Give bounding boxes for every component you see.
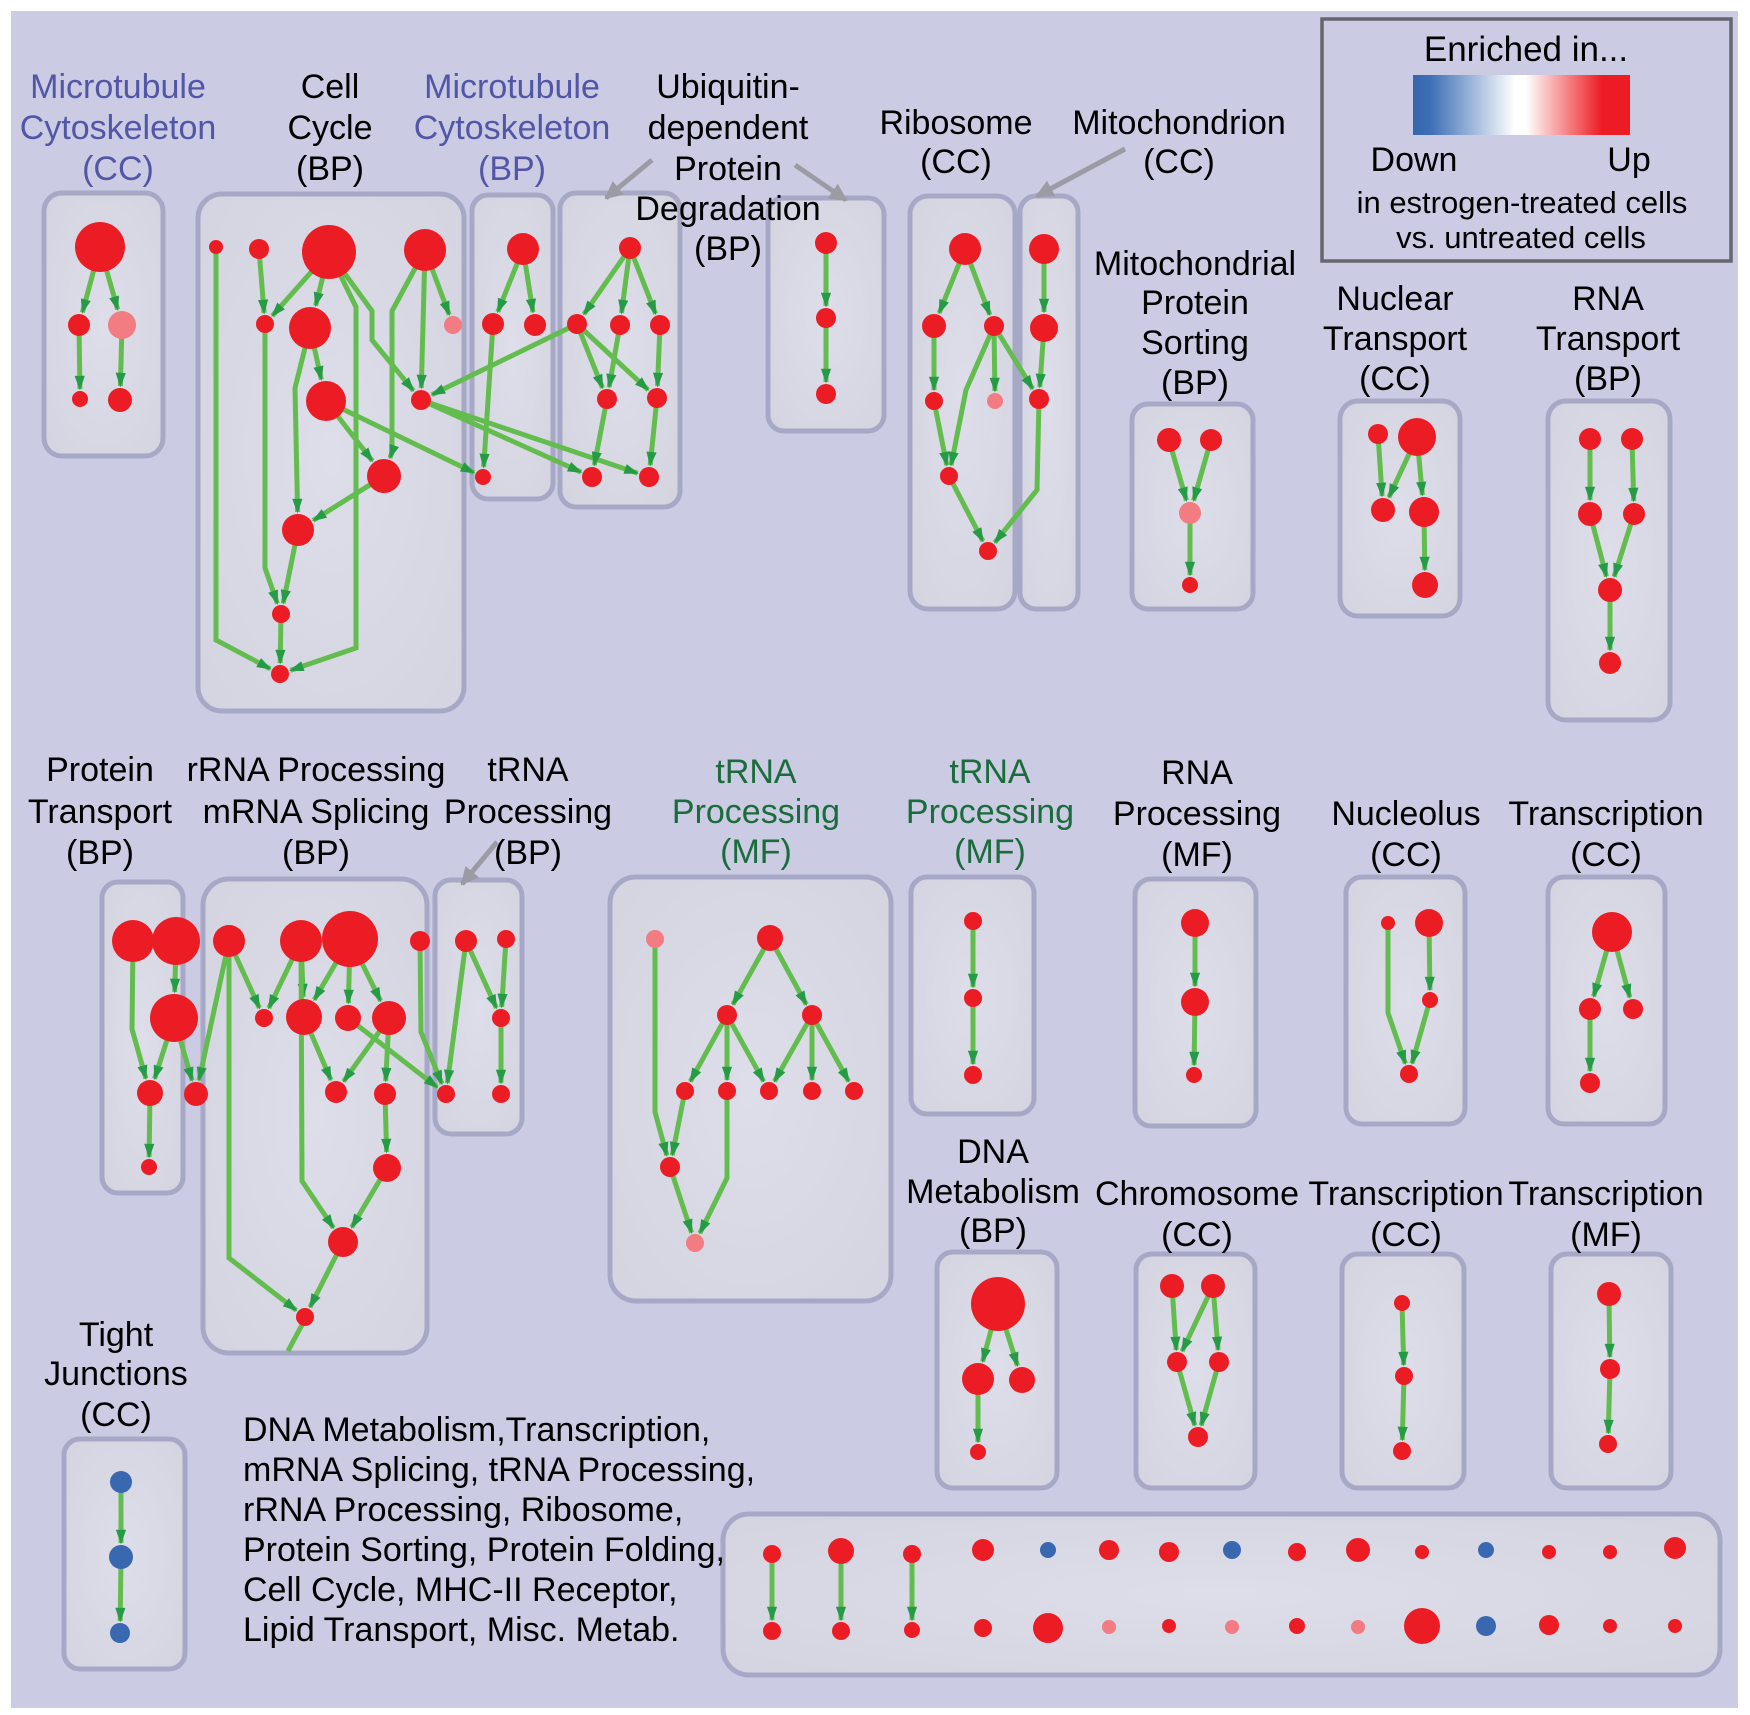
svg-text:Processing: Processing bbox=[1113, 795, 1281, 833]
svg-text:dependent: dependent bbox=[648, 109, 809, 147]
svg-text:Nuclear: Nuclear bbox=[1336, 280, 1453, 318]
svg-text:Transcription: Transcription bbox=[1508, 795, 1703, 833]
svg-text:Transcription: Transcription bbox=[1508, 1175, 1703, 1213]
svg-text:(CC): (CC) bbox=[1370, 1216, 1442, 1254]
svg-text:(CC): (CC) bbox=[920, 143, 992, 181]
svg-text:Mitochondrion: Mitochondrion bbox=[1072, 104, 1286, 142]
svg-text:(BP): (BP) bbox=[494, 834, 562, 872]
svg-text:Mitochondrial: Mitochondrial bbox=[1094, 245, 1296, 283]
svg-text:Up: Up bbox=[1607, 141, 1650, 179]
svg-text:Cell Cycle, MHC-II Receptor,: Cell Cycle, MHC-II Receptor, bbox=[243, 1571, 678, 1609]
svg-text:(CC): (CC) bbox=[1161, 1216, 1233, 1254]
svg-text:rRNA Processing: rRNA Processing bbox=[187, 751, 446, 789]
svg-text:Transport: Transport bbox=[28, 793, 173, 831]
svg-text:Chromosome: Chromosome bbox=[1095, 1175, 1299, 1213]
svg-text:Nucleolus: Nucleolus bbox=[1331, 795, 1480, 833]
svg-text:(CC): (CC) bbox=[1143, 143, 1215, 181]
svg-text:Junctions: Junctions bbox=[44, 1355, 188, 1393]
svg-text:rRNA Processing, Ribosome,: rRNA Processing, Ribosome, bbox=[243, 1491, 683, 1529]
svg-text:Protein: Protein bbox=[674, 150, 782, 188]
svg-text:Down: Down bbox=[1371, 141, 1458, 179]
svg-text:Lipid Transport, Misc. Metab.: Lipid Transport, Misc. Metab. bbox=[243, 1611, 680, 1649]
svg-text:Cytoskeleton: Cytoskeleton bbox=[20, 109, 217, 147]
svg-text:(BP): (BP) bbox=[66, 834, 134, 872]
svg-text:(CC): (CC) bbox=[1370, 836, 1442, 874]
svg-text:Transcription: Transcription bbox=[1308, 1175, 1503, 1213]
svg-text:Processing: Processing bbox=[444, 793, 612, 831]
svg-text:Sorting: Sorting bbox=[1141, 324, 1249, 362]
svg-text:Tight: Tight bbox=[79, 1316, 154, 1354]
svg-text:tRNA: tRNA bbox=[715, 753, 797, 791]
svg-text:in estrogen-treated cells: in estrogen-treated cells bbox=[1357, 185, 1688, 220]
svg-text:(MF): (MF) bbox=[1161, 836, 1233, 874]
svg-text:Cycle: Cycle bbox=[287, 109, 372, 147]
svg-text:Protein: Protein bbox=[46, 751, 154, 789]
svg-text:(BP): (BP) bbox=[959, 1212, 1027, 1250]
svg-text:mRNA Splicing: mRNA Splicing bbox=[203, 793, 430, 831]
svg-text:RNA: RNA bbox=[1572, 280, 1644, 318]
svg-text:(CC): (CC) bbox=[1570, 836, 1642, 874]
svg-text:Degradation: Degradation bbox=[635, 190, 820, 228]
svg-text:(CC): (CC) bbox=[80, 1396, 152, 1434]
svg-text:vs. untreated cells: vs. untreated cells bbox=[1396, 220, 1646, 255]
svg-text:Ribosome: Ribosome bbox=[879, 104, 1032, 142]
svg-text:Protein: Protein bbox=[1141, 284, 1249, 322]
svg-text:DNA: DNA bbox=[957, 1133, 1029, 1171]
svg-text:(BP): (BP) bbox=[296, 150, 364, 188]
svg-text:tRNA: tRNA bbox=[949, 753, 1031, 791]
svg-text:Transport: Transport bbox=[1536, 320, 1681, 358]
svg-text:Processing: Processing bbox=[672, 793, 840, 831]
svg-text:(BP): (BP) bbox=[1574, 360, 1642, 398]
svg-text:(MF): (MF) bbox=[1570, 1216, 1642, 1254]
svg-text:(BP): (BP) bbox=[478, 150, 546, 188]
svg-text:Metabolism: Metabolism bbox=[906, 1173, 1080, 1211]
svg-text:(BP): (BP) bbox=[694, 230, 762, 268]
svg-text:DNA Metabolism,Transcription,: DNA Metabolism,Transcription, bbox=[243, 1411, 710, 1449]
svg-text:(CC): (CC) bbox=[1359, 360, 1431, 398]
svg-text:mRNA Splicing, tRNA Processing: mRNA Splicing, tRNA Processing, bbox=[243, 1451, 755, 1489]
svg-text:Ubiquitin-: Ubiquitin- bbox=[656, 68, 800, 106]
svg-text:(BP): (BP) bbox=[1161, 364, 1229, 402]
svg-text:Protein Sorting, Protein Foldi: Protein Sorting, Protein Folding, bbox=[243, 1531, 725, 1569]
svg-text:RNA: RNA bbox=[1161, 754, 1233, 792]
svg-text:Enriched in...: Enriched in... bbox=[1424, 30, 1628, 69]
svg-text:Processing: Processing bbox=[906, 793, 1074, 831]
svg-text:Cytoskeleton: Cytoskeleton bbox=[414, 109, 611, 147]
svg-text:(CC): (CC) bbox=[82, 150, 154, 188]
svg-text:Transport: Transport bbox=[1323, 320, 1468, 358]
svg-text:(MF): (MF) bbox=[720, 833, 792, 871]
svg-text:Microtubule: Microtubule bbox=[424, 68, 600, 106]
svg-text:Microtubule: Microtubule bbox=[30, 68, 206, 106]
svg-text:(MF): (MF) bbox=[954, 833, 1026, 871]
svg-text:(BP): (BP) bbox=[282, 834, 350, 872]
svg-text:tRNA: tRNA bbox=[487, 751, 569, 789]
svg-text:Cell: Cell bbox=[301, 68, 360, 106]
